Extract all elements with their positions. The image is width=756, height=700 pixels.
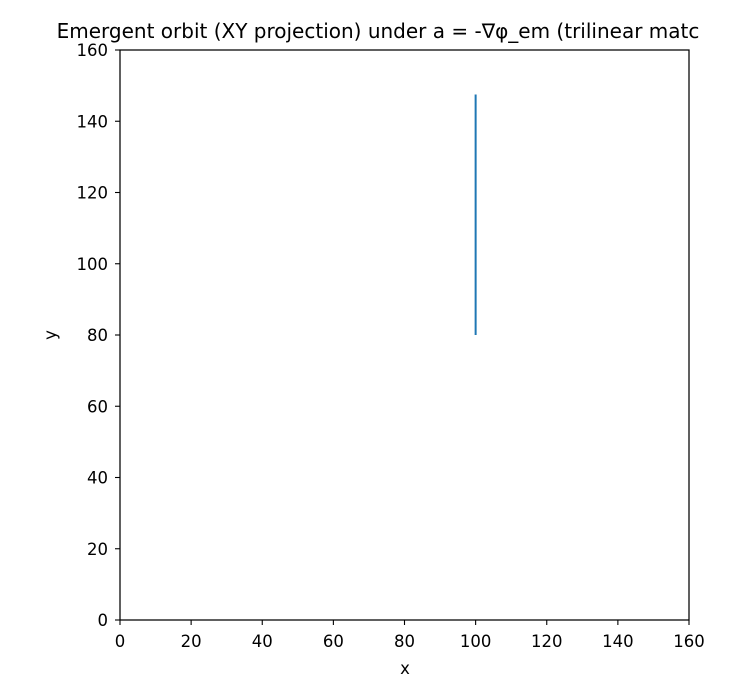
y-tick-label: 100	[77, 255, 109, 274]
x-axis-ticks: 0 20 40 60 80 100 120 140 160	[115, 620, 705, 651]
y-tick-label: 120	[77, 184, 109, 203]
y-tick-label: 20	[87, 540, 108, 559]
x-tick-label: 140	[602, 632, 634, 651]
y-tick-label: 0	[98, 611, 109, 630]
y-tick-label: 80	[87, 326, 108, 345]
x-tick-label: 40	[252, 632, 273, 651]
x-tick-label: 60	[323, 632, 344, 651]
y-tick-label: 140	[77, 112, 109, 131]
x-tick-label: 160	[673, 632, 705, 651]
x-tick-label: 20	[181, 632, 202, 651]
plot-area-frame	[119, 49, 690, 621]
x-axis-label: x	[400, 659, 410, 678]
y-axis-ticks: 0 20 40 60 80 100 120 140 160	[77, 41, 120, 630]
x-tick-label: 80	[394, 632, 415, 651]
x-tick-label: 0	[115, 632, 126, 651]
y-axis-label: y	[41, 330, 60, 340]
x-tick-label: 120	[531, 632, 563, 651]
y-tick-label: 40	[87, 469, 108, 488]
chart-title: Emergent orbit (XY projection) under a =…	[57, 19, 700, 43]
y-tick-label: 160	[77, 41, 109, 60]
x-tick-label: 100	[460, 632, 492, 651]
y-tick-label: 60	[87, 397, 108, 416]
